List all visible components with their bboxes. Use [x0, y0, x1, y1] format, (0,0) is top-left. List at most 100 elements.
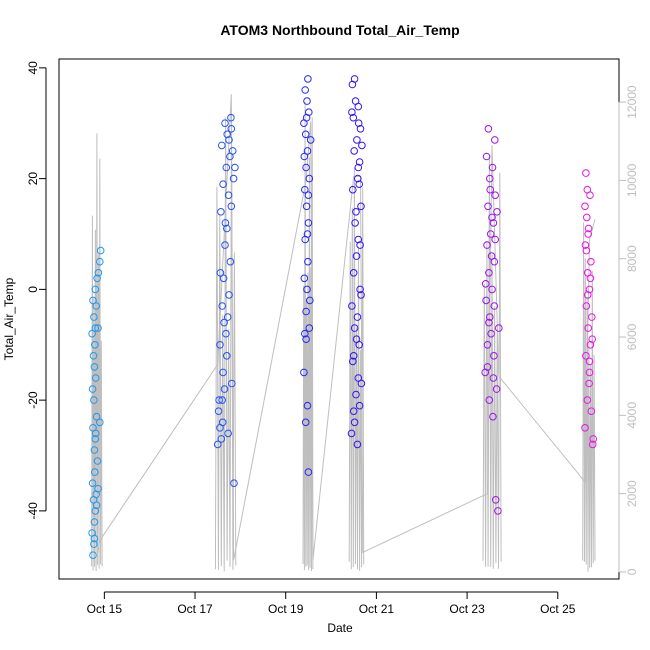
- data-point: [585, 368, 594, 377]
- data-point: [486, 313, 494, 321]
- data-point: [349, 185, 357, 194]
- data-point: [218, 141, 226, 150]
- data-point: [227, 113, 235, 122]
- data-point: [223, 313, 232, 321]
- data-point: [491, 136, 499, 144]
- data-point: [481, 280, 490, 288]
- y2-tick-label: 6000: [625, 323, 639, 350]
- data-point: [91, 341, 99, 349]
- data-point: [581, 424, 589, 432]
- data-point: [357, 379, 366, 388]
- data-point: [215, 396, 223, 404]
- data-point: [305, 174, 314, 183]
- data-point: [224, 191, 233, 199]
- data-point: [347, 429, 356, 438]
- data-point: [487, 329, 495, 338]
- data-point: [300, 368, 308, 377]
- data-point: [490, 352, 498, 360]
- x-tick-label: Oct 19: [268, 602, 304, 616]
- data-point: [491, 496, 500, 504]
- data-point: [355, 401, 364, 410]
- data-point: [93, 457, 102, 465]
- data-point: [89, 551, 97, 560]
- data-point: [348, 108, 356, 116]
- data-point: [89, 296, 97, 305]
- data-point: [89, 352, 98, 360]
- data-point: [582, 246, 591, 255]
- y2-tick-label: 12000: [625, 85, 639, 119]
- data-point: [92, 302, 100, 310]
- x-tick-label: Oct 25: [540, 602, 576, 616]
- data-point: [94, 484, 102, 493]
- data-point: [350, 418, 359, 427]
- data-point: [222, 163, 231, 172]
- data-point: [493, 208, 501, 216]
- series-4: [347, 75, 366, 449]
- altitude-flight-2: [214, 113, 237, 572]
- data-point: [350, 147, 359, 155]
- data-point: [356, 285, 364, 294]
- series-6: [581, 169, 598, 449]
- data-point: [306, 136, 315, 144]
- data-point: [302, 113, 311, 122]
- data-point: [356, 241, 364, 249]
- data-point: [486, 230, 495, 238]
- data-point: [349, 113, 358, 122]
- y2-tick-label: 4000: [625, 402, 639, 429]
- data-point: [357, 202, 365, 211]
- data-point: [218, 418, 227, 427]
- data-point: [357, 291, 365, 299]
- data-point: [228, 147, 237, 155]
- data-point: [304, 468, 313, 476]
- data-point: [583, 291, 592, 299]
- data-point: [96, 246, 105, 255]
- data-point: [352, 252, 361, 260]
- data-point: [349, 269, 358, 277]
- data-point: [355, 180, 364, 188]
- data-point: [354, 119, 363, 127]
- series-3: [300, 75, 315, 476]
- data-point: [588, 335, 597, 344]
- data-point: [91, 435, 100, 443]
- data-point: [94, 324, 102, 332]
- data-point: [221, 119, 229, 127]
- data-point: [91, 374, 100, 382]
- data-point: [306, 296, 314, 305]
- data-point: [584, 224, 593, 233]
- data-point: [91, 324, 100, 332]
- data-point: [227, 202, 236, 211]
- data-point: [351, 219, 359, 227]
- data-point: [584, 230, 593, 238]
- data-point: [585, 357, 594, 366]
- data-point: [301, 185, 309, 194]
- data-point: [482, 296, 490, 305]
- data-point: [216, 341, 224, 349]
- data-point: [90, 313, 98, 321]
- data-point: [581, 202, 589, 211]
- data-point: [91, 429, 100, 438]
- chart-title: ATOM3 Northbound Total_Air_Temp: [220, 22, 459, 38]
- data-point: [353, 313, 362, 321]
- data-point: [221, 241, 229, 249]
- data-point: [495, 324, 503, 332]
- data-point: [587, 407, 596, 416]
- data-point: [585, 379, 593, 388]
- data-point: [217, 208, 225, 216]
- data-point: [231, 163, 239, 172]
- altitude-flight-5: [482, 154, 502, 569]
- data-point: [301, 329, 309, 338]
- data-point: [304, 219, 313, 227]
- data-point: [583, 396, 592, 404]
- data-point: [225, 136, 233, 144]
- data-point: [216, 269, 225, 277]
- data-point: [354, 174, 362, 183]
- data-point: [88, 385, 97, 393]
- data-point: [228, 379, 236, 388]
- data-point: [350, 324, 359, 332]
- data-point: [220, 385, 229, 393]
- data-point: [91, 507, 100, 515]
- data-point: [582, 302, 591, 310]
- y2-axis: 0 2000 4000 6000 8000 10000 12000: [618, 85, 639, 575]
